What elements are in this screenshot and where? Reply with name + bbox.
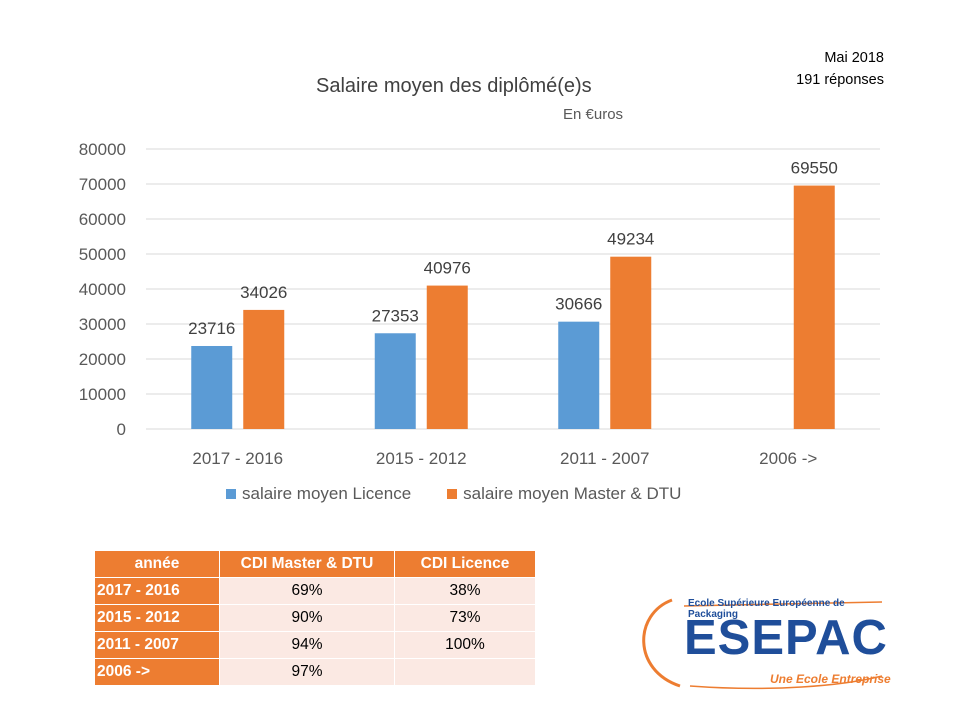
y-tick-label: 80000 (79, 140, 126, 159)
legend-item-master: salaire moyen Master & DTU (447, 484, 681, 504)
logo-brand: ESEPAC (684, 611, 888, 665)
table-row: 2011 - 2007 94% 100% (94, 631, 536, 659)
data-label: 69550 (791, 159, 838, 178)
y-tick-label: 20000 (79, 350, 126, 369)
x-tick-label: 2011 - 2007 (560, 449, 649, 468)
x-tick-label: 2015 - 2012 (376, 449, 467, 468)
y-tick-label: 50000 (79, 245, 126, 264)
esepac-logo: Ecole Supérieure Européenne de Packaging… (632, 596, 892, 692)
data-label: 27353 (372, 306, 419, 325)
table-cell-year: 2006 -> (94, 658, 220, 686)
table-cell-master: 97% (219, 658, 395, 686)
legend-label-master: salaire moyen Master & DTU (463, 484, 682, 503)
data-label: 23716 (188, 319, 235, 338)
data-label: 34026 (240, 283, 287, 302)
response-count: 191 réponses (796, 72, 884, 88)
x-tick-label: 2006 -> (759, 449, 817, 468)
table-row: 2015 - 2012 90% 73% (94, 604, 536, 632)
table-cell-year: 2017 - 2016 (94, 577, 220, 605)
bar (610, 256, 652, 429)
table-cell-year: 2015 - 2012 (94, 604, 220, 632)
bar (793, 185, 835, 429)
y-tick-label: 10000 (79, 385, 126, 404)
logo-swoosh-icon (642, 598, 883, 690)
table-cell-master: 90% (219, 604, 395, 632)
table-row: 2017 - 2016 69% 38% (94, 577, 536, 605)
y-tick-label: 70000 (79, 175, 126, 194)
bar (426, 285, 468, 429)
table-cell-licence (394, 658, 536, 686)
table-cell-licence: 73% (394, 604, 536, 632)
report-meta: Mai 2018 191 réponses (796, 47, 884, 91)
x-tick-label: 2017 - 2016 (192, 449, 283, 468)
legend-item-licence: salaire moyen Licence (226, 484, 411, 504)
table-cell-licence: 100% (394, 631, 536, 659)
data-label: 49234 (607, 230, 654, 249)
table-cell-master: 69% (219, 577, 395, 605)
y-tick-label: 0 (117, 420, 126, 439)
table-cell-master: 94% (219, 631, 395, 659)
legend-swatch-licence (226, 489, 236, 499)
cdi-table: année CDI Master & DTU CDI Licence 2017 … (94, 550, 536, 686)
y-tick-label: 40000 (79, 280, 126, 299)
table-header-row: année CDI Master & DTU CDI Licence (94, 550, 536, 578)
data-label: 30666 (555, 295, 602, 314)
table-header-year: année (94, 550, 220, 578)
y-tick-label: 30000 (79, 315, 126, 334)
bar (243, 309, 285, 429)
table-header-master: CDI Master & DTU (219, 550, 395, 578)
chart-legend: salaire moyen Licence salaire moyen Mast… (226, 484, 717, 504)
data-label: 40976 (424, 259, 471, 278)
table-cell-licence: 38% (394, 577, 536, 605)
legend-swatch-master (447, 489, 458, 499)
bar (191, 345, 233, 429)
bar-chart: 0 10000 20000 30000 40000 50000 60000 70000 8000… (79, 140, 880, 468)
table-cell-year: 2011 - 2007 (94, 631, 220, 659)
chart-subtitle: En €uros (563, 106, 624, 123)
report-date: Mai 2018 (824, 50, 884, 66)
bar (374, 333, 416, 429)
chart-title: Salaire moyen des diplômé(e)s (316, 75, 592, 97)
table-header-licence: CDI Licence (394, 550, 536, 578)
y-tick-label: 60000 (79, 210, 126, 229)
bar (558, 321, 600, 429)
legend-label-licence: salaire moyen Licence (242, 484, 412, 503)
logo-tagline: Une Ecole Entreprise (770, 672, 891, 686)
table-row: 2006 -> 97% (94, 658, 536, 686)
logo-fullname: Ecole Supérieure Européenne de Packaging (688, 598, 845, 620)
